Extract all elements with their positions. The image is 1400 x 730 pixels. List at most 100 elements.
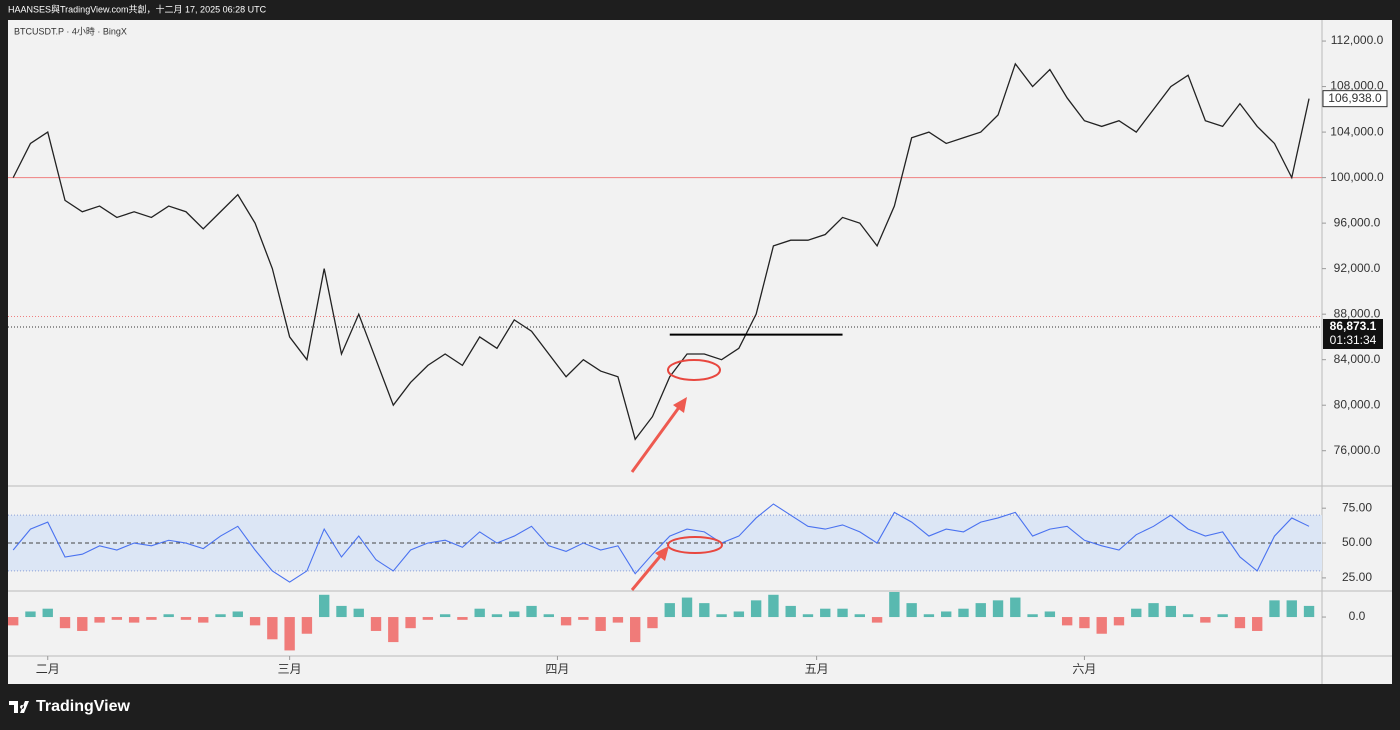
histogram-bar: [111, 617, 123, 620]
histogram-bar: [198, 617, 209, 623]
brand: TradingView: [36, 698, 131, 715]
price-line: [12, 62, 1310, 441]
annotation-arrowhead: [673, 397, 687, 413]
histogram-bar: [336, 605, 347, 618]
x-tick-label: 二月: [36, 662, 60, 676]
histogram-bar: [923, 614, 935, 618]
histogram-bar: [750, 600, 762, 618]
histogram-bar: [146, 617, 157, 620]
countdown-label: 01:31:34: [1330, 333, 1377, 347]
histogram-bar: [699, 603, 710, 618]
histogram-bar: [560, 617, 572, 626]
histogram-bar: [820, 608, 831, 618]
y-tick-label: 108,000.0: [1330, 79, 1384, 93]
histogram-bar: [647, 617, 658, 629]
logo: TradingView: [9, 698, 131, 715]
y-tick-label: 96,000.0: [1334, 215, 1381, 229]
x-tick-label: 三月: [278, 662, 302, 676]
histogram-bar: [215, 614, 226, 618]
price-label-box: [1323, 318, 1383, 349]
y-tick-label: 80,000.0: [1334, 397, 1381, 411]
annotation-ellipse: [667, 536, 723, 554]
histogram-bar: [25, 611, 36, 618]
histogram-bar: [1234, 617, 1246, 629]
y-tick-label: 112,000.0: [1331, 33, 1384, 47]
histogram-bar: [1252, 617, 1263, 631]
y-tick-label: 100,000.0: [1330, 170, 1384, 184]
histogram-bar: [1303, 605, 1315, 618]
histogram-bar: [370, 617, 382, 631]
plot: 二月 三月 四月 五月 六月 76,000.0 80,000.0 84,000.0 88,000…: [8, 33, 1388, 676]
histogram-bar: [1286, 600, 1297, 618]
histogram-bar: [1113, 617, 1125, 626]
histogram-bar: [906, 603, 917, 618]
histogram-bar: [992, 600, 1004, 618]
histogram-bar: [1010, 597, 1021, 618]
annotation-arrow: [630, 553, 664, 591]
annotation-arrow: [630, 405, 682, 473]
histogram-bar: [1269, 600, 1280, 618]
histogram-bar: [388, 617, 399, 643]
last-value-box: [1322, 90, 1388, 108]
histogram-bar: [267, 617, 278, 640]
histogram-bar: [716, 614, 727, 618]
histogram-bar: [457, 617, 468, 620]
histogram-bar: [802, 614, 814, 618]
histogram-bar: [1131, 608, 1142, 618]
histogram-bar: [941, 611, 952, 618]
annotation-arrowhead: [655, 546, 669, 561]
histogram-bar: [353, 608, 364, 618]
annotation-ellipse: [667, 359, 721, 381]
histogram-bar: [1044, 611, 1056, 618]
histogram-bar: [837, 608, 848, 618]
y-tick-label: 0.0: [1349, 609, 1366, 623]
histogram-bar: [319, 594, 330, 618]
histogram-bar: [1096, 617, 1107, 634]
y-tick-label: 84,000.0: [1334, 352, 1381, 366]
y-tick-label: 88,000.0: [1334, 306, 1381, 320]
histogram-bar: [889, 592, 900, 618]
histogram-bar: [975, 603, 986, 618]
histogram-bar: [249, 617, 261, 626]
price-label: 86,873.1: [1330, 319, 1377, 333]
histogram-bar: [509, 611, 520, 618]
histogram-bar: [1027, 614, 1038, 618]
x-tick-label: 四月: [545, 662, 569, 676]
histogram-bar: [578, 617, 589, 620]
histogram-bar: [768, 594, 779, 618]
histogram-bar: [1079, 617, 1090, 629]
logo-icon: [9, 701, 29, 713]
y-tick-label: 92,000.0: [1334, 261, 1381, 275]
histogram-bar: [958, 608, 969, 618]
histogram-bar: [94, 617, 105, 623]
last-value-label: 106,938.0: [1328, 91, 1382, 105]
x-tick-label: 六月: [1072, 662, 1096, 676]
header: HAANSES與TradingView.com共創，十二月 17, 2025 0…: [8, 3, 267, 14]
y-tick-label: 76,000.0: [1334, 443, 1381, 457]
panel: [8, 20, 1392, 684]
histogram-bar: [543, 614, 554, 618]
histogram-bar: [1200, 617, 1211, 623]
histogram-bar: [301, 617, 313, 634]
histogram-bar: [8, 617, 19, 626]
histogram-bar: [612, 617, 624, 623]
x-tick-label: 五月: [805, 662, 829, 676]
histogram-bar: [1165, 605, 1176, 618]
y-tick-label: 75.00: [1342, 500, 1372, 514]
histogram-bar: [163, 614, 174, 618]
histogram-bar: [232, 611, 243, 618]
histogram-bar: [681, 597, 693, 618]
histogram-bar: [422, 617, 434, 620]
histogram-bar: [474, 608, 485, 618]
histogram-bar: [1148, 603, 1159, 618]
histogram-bar: [128, 617, 140, 623]
histogram-bar: [664, 603, 675, 618]
histogram-bar: [630, 617, 641, 643]
histogram-bar: [733, 611, 745, 618]
y-tick-label: 50.00: [1342, 535, 1372, 549]
histogram-bar: [871, 617, 883, 623]
histogram-bar: [180, 617, 192, 620]
rsi-line: [12, 503, 1310, 583]
histogram-bar: [1182, 614, 1194, 618]
